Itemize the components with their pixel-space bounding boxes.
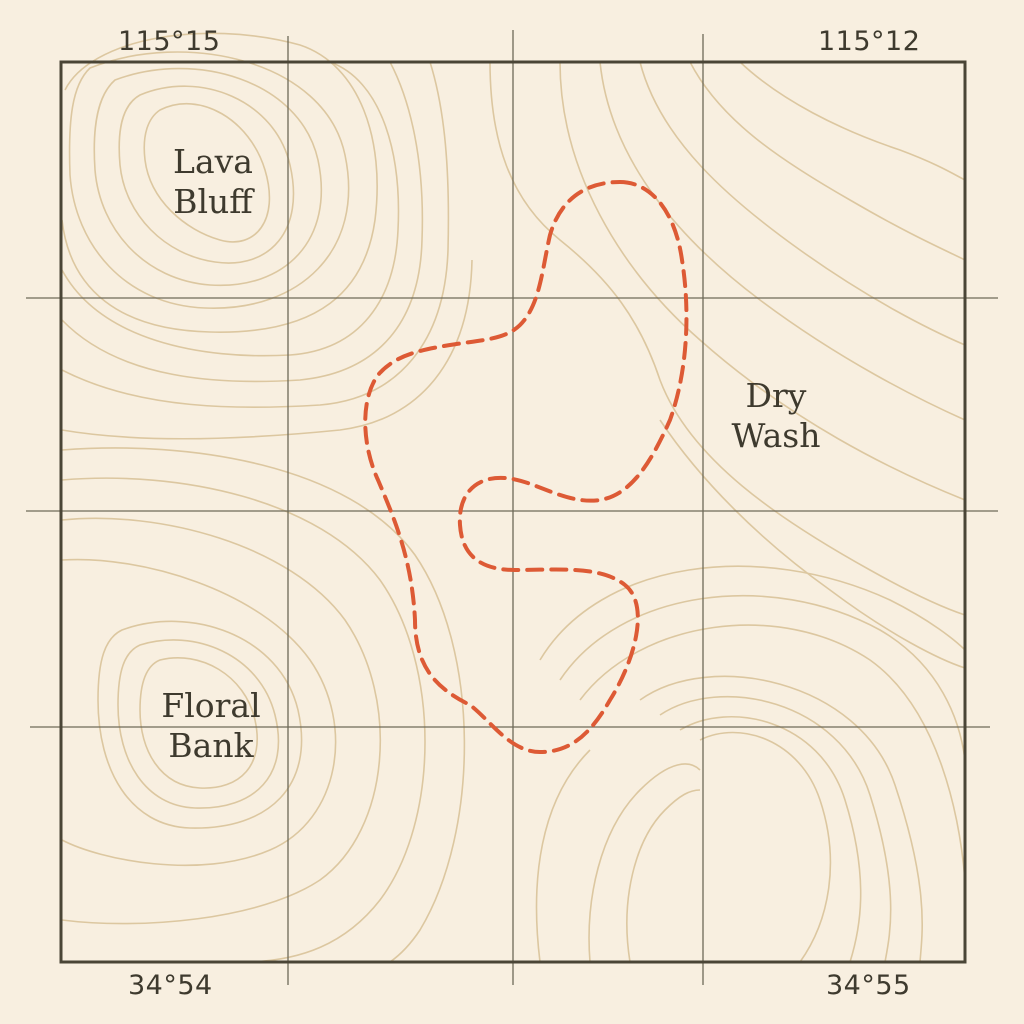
place-label-floral-bank: Floral Bank [111,686,311,766]
place-label-line: Lava [173,142,253,181]
contour-lines [61,32,966,963]
coordinate-label-bottom-right: 34°55 [826,970,911,1001]
graticule [26,30,998,985]
place-label-line: Floral [161,686,261,725]
place-label-dry-wash: Dry Wash [676,376,876,456]
coordinate-label-top-right: 115°12 [818,26,921,57]
coordinate-label-bottom-left: 34°54 [128,970,213,1001]
place-label-line: Dry [745,376,807,415]
coordinate-label-top-left: 115°15 [118,26,221,57]
place-label-line: Bluff [173,182,253,221]
place-label-line: Bank [168,726,254,765]
place-label-lava-bluff: Lava Bluff [113,142,313,222]
map-frame [59,60,967,964]
place-label-line: Wash [731,416,821,455]
trail-route[interactable] [363,179,689,755]
